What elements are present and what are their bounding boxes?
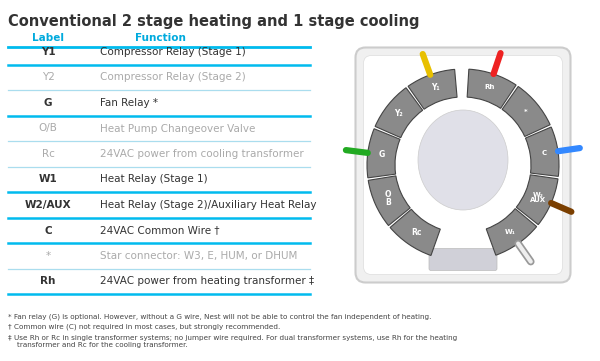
Text: Rh: Rh (484, 84, 494, 90)
Text: ‡ Use Rh or Rc in single transformer systems; no jumper wire required. For dual : ‡ Use Rh or Rc in single transformer sys… (8, 335, 457, 348)
Text: Y1: Y1 (41, 47, 55, 57)
Wedge shape (408, 69, 457, 109)
Text: C: C (44, 226, 52, 235)
Text: G: G (44, 98, 52, 108)
Text: W1: W1 (38, 174, 58, 184)
Wedge shape (486, 209, 536, 255)
Text: † Common wire (C) not required in most cases, but strongly recommended.: † Common wire (C) not required in most c… (8, 324, 280, 331)
Wedge shape (367, 129, 400, 178)
Text: W₁: W₁ (505, 229, 515, 235)
Text: Conventional 2 stage heating and 1 stage cooling: Conventional 2 stage heating and 1 stage… (8, 14, 419, 29)
Text: Rc: Rc (412, 228, 422, 237)
FancyBboxPatch shape (429, 248, 497, 270)
Text: Heat Pump Changeover Valve: Heat Pump Changeover Valve (100, 123, 256, 134)
Text: 24VAC power from heating transformer ‡: 24VAC power from heating transformer ‡ (100, 277, 314, 287)
Wedge shape (375, 88, 422, 138)
FancyBboxPatch shape (364, 56, 563, 274)
Text: Y₁: Y₁ (431, 83, 439, 92)
FancyBboxPatch shape (355, 48, 571, 283)
Text: Y2: Y2 (41, 73, 55, 83)
Text: O/B: O/B (38, 123, 58, 134)
Text: Heat Relay (Stage 1): Heat Relay (Stage 1) (100, 174, 208, 184)
Text: Fan Relay *: Fan Relay * (100, 98, 158, 108)
Text: 24VAC Common Wire †: 24VAC Common Wire † (100, 226, 220, 235)
Wedge shape (467, 69, 516, 108)
Wedge shape (526, 127, 559, 177)
Text: Rc: Rc (41, 149, 55, 159)
Wedge shape (368, 176, 410, 226)
Text: O
B: O B (385, 190, 391, 207)
Wedge shape (516, 175, 558, 225)
Text: 24VAC power from cooling transformer: 24VAC power from cooling transformer (100, 149, 304, 159)
Text: Label: Label (32, 33, 64, 43)
Text: W₂
AUX: W₂ AUX (530, 192, 547, 203)
Text: G: G (379, 150, 385, 159)
Ellipse shape (418, 110, 508, 210)
Wedge shape (502, 86, 550, 136)
Text: Y₂: Y₂ (395, 109, 403, 118)
Text: Compressor Relay (Stage 2): Compressor Relay (Stage 2) (100, 73, 246, 83)
Text: Star connector: W3, E, HUM, or DHUM: Star connector: W3, E, HUM, or DHUM (100, 251, 298, 261)
Text: Function: Function (134, 33, 185, 43)
Wedge shape (390, 209, 440, 256)
Text: *: * (524, 109, 528, 116)
Text: *: * (46, 251, 50, 261)
Text: C: C (542, 150, 547, 156)
Text: Compressor Relay (Stage 1): Compressor Relay (Stage 1) (100, 47, 246, 57)
Text: W2/AUX: W2/AUX (25, 200, 71, 210)
Text: Heat Relay (Stage 2)/Auxiliary Heat Relay: Heat Relay (Stage 2)/Auxiliary Heat Rela… (100, 200, 317, 210)
Text: * Fan relay (G) is optional. However, without a G wire, Nest will not be able to: * Fan relay (G) is optional. However, wi… (8, 313, 431, 319)
Text: Rh: Rh (40, 277, 56, 287)
